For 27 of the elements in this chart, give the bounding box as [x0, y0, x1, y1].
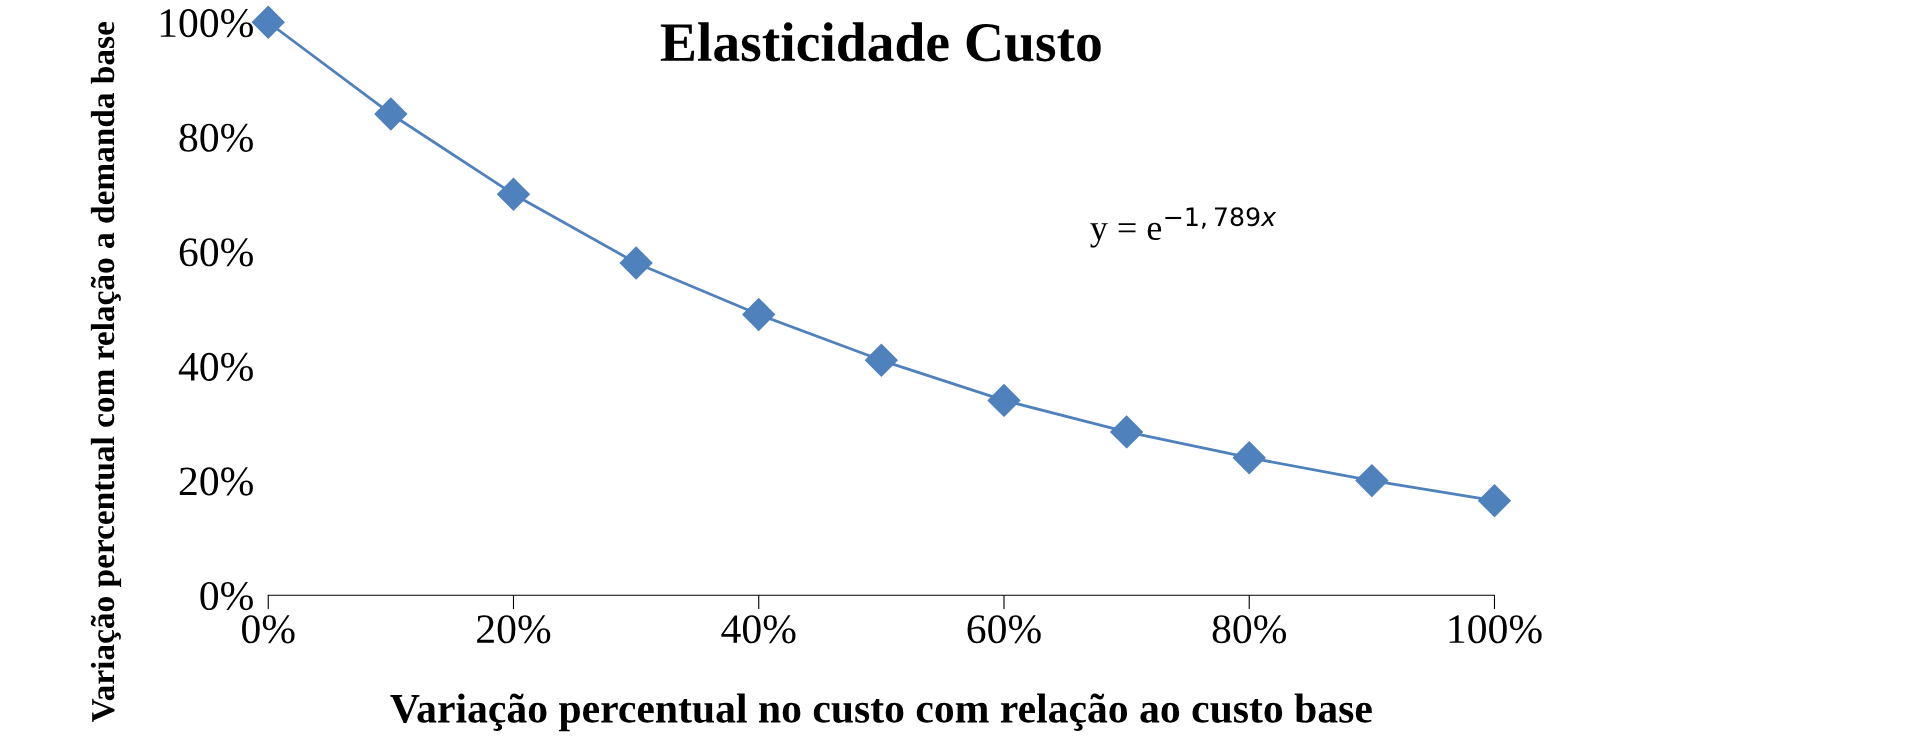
- y-tick-label: 100%: [160, 9, 253, 38]
- point: [619, 246, 653, 280]
- point: [864, 343, 898, 377]
- y-tick-label: 0%: [200, 581, 253, 611]
- annotation: y = e$^{−1,789x}$: [1090, 207, 1277, 248]
- point: [497, 177, 530, 211]
- point: [1355, 464, 1389, 498]
- y-tick-label: 40%: [178, 352, 253, 382]
- point: [374, 97, 408, 131]
- point: [987, 384, 1021, 417]
- x-tick-label: 0%: [242, 615, 295, 644]
- x-tick-label: 80%: [1212, 615, 1286, 644]
- point: [742, 298, 776, 331]
- point: [1110, 415, 1144, 449]
- y-axis-title: Variação percentual com relação a demanda base: [90, 22, 122, 723]
- chart-title: Elasticidade Custo: [660, 22, 1101, 62]
- x-tick-label: 100%: [1449, 615, 1542, 644]
- y-tick-label: 80%: [179, 123, 253, 152]
- x-axis-title: Variação percentual no custo com relação ao custo base: [390, 693, 1372, 732]
- y-tick-label: 20%: [179, 467, 253, 496]
- x-tick-label: 20%: [477, 615, 551, 644]
- point: [251, 5, 285, 39]
- point: [1478, 484, 1511, 518]
- point: [1232, 441, 1266, 475]
- x-tick-label: 60%: [967, 615, 1041, 644]
- x-tick-label: 40%: [721, 615, 796, 644]
- y-tick-label: 60%: [179, 238, 253, 267]
